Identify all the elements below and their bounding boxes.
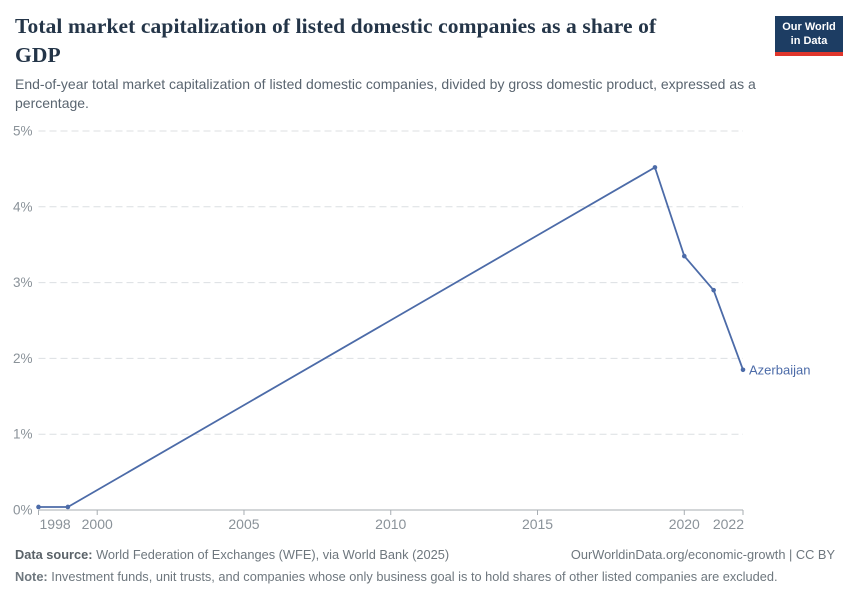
x-tick-label: 2020 [669, 516, 700, 532]
data-point[interactable] [65, 504, 71, 510]
chart-canvas: 0% 1% 2% 3% 4% 5% 1998 2000 2005 2010 2015 2020 2022… [13, 124, 810, 533]
data-source-text: Data source: World Federation of Exchang… [15, 547, 450, 562]
x-tick-label: 2022 [713, 516, 744, 532]
x-tick-label: 2010 [375, 516, 406, 532]
series-line-azerbaijan[interactable] [37, 166, 744, 508]
data-point[interactable] [740, 367, 746, 373]
owid-logo-line2: in Data [790, 35, 828, 48]
chart-footer: Data source: World Federation of Exchang… [15, 547, 835, 562]
y-tick-label: 4% [13, 199, 33, 214]
series-label-azerbaijan[interactable]: Azerbaijan [749, 362, 810, 377]
chart-note: Note: Investment funds, unit trusts, and… [15, 569, 778, 584]
y-tick-label: 1% [13, 427, 33, 442]
x-tick-label: 2015 [522, 516, 553, 532]
y-tick-label: 3% [13, 275, 33, 290]
page-title-line1: Total market capitalization of listed do… [15, 14, 657, 38]
credit-link[interactable]: OurWorldinData.org/economic-growth | CC … [570, 547, 835, 562]
data-point[interactable] [681, 253, 687, 259]
data-point[interactable] [711, 287, 716, 293]
data-point[interactable] [652, 165, 658, 170]
owid-logo[interactable]: Our World in Data [775, 16, 843, 56]
y-tick-label: 2% [13, 351, 33, 366]
x-tick-label: 2000 [82, 516, 113, 532]
y-tick-label: 5% [13, 124, 33, 139]
note-label: Note: [15, 569, 48, 584]
x-tick-label: 2005 [228, 516, 259, 532]
x-tick-label: 1998 [40, 516, 71, 532]
page-title-line2: GDP [15, 42, 61, 67]
page-title: Total market capitalization of listed do… [15, 12, 656, 70]
y-tick-label: 0% [13, 503, 33, 518]
data-source-label: Data source: [15, 547, 93, 562]
data-point[interactable] [36, 504, 41, 510]
owid-logo-line1: Our World [782, 21, 836, 33]
chart-subtitle: End-of-year total market capitalization … [15, 76, 756, 111]
